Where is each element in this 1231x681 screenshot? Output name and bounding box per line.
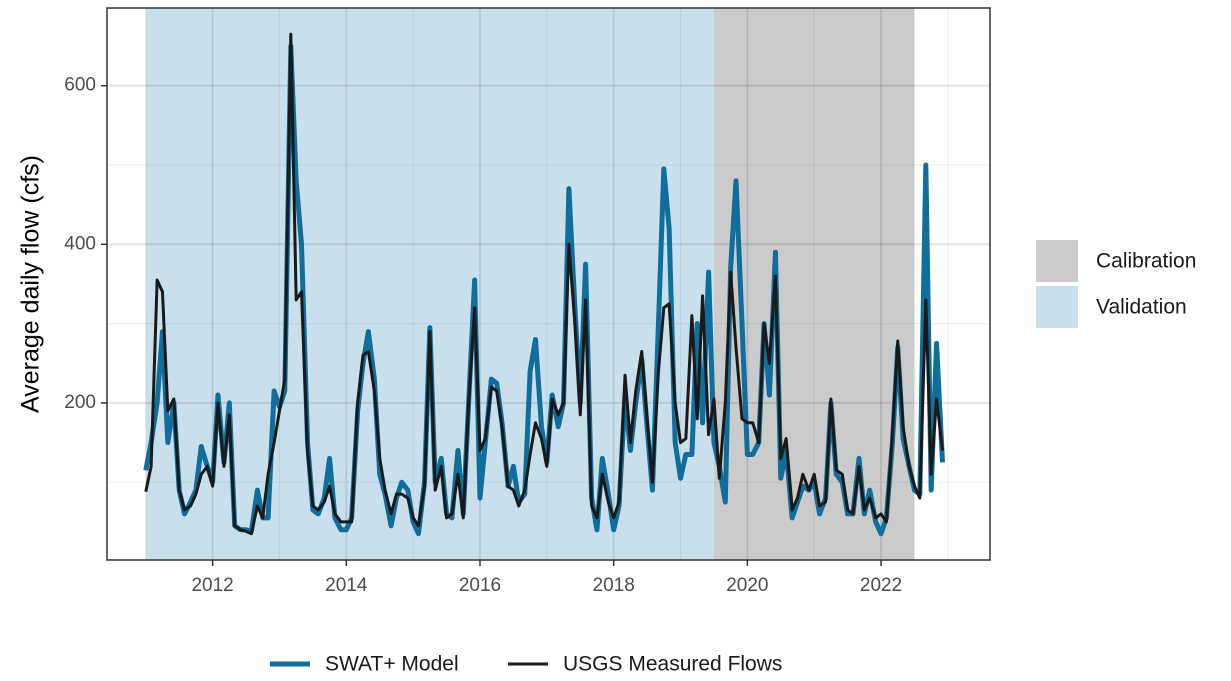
x-tick-label: 2012 [191,575,233,596]
series-line [144,32,945,536]
y-tick-label: 600 [64,75,96,96]
legend-label: Calibration [1096,250,1196,273]
x-tick-label: 2020 [726,575,768,596]
x-tick-label: 2018 [593,575,635,596]
x-tick-label: 2022 [860,575,902,596]
region [713,8,915,560]
y-axis-label: Average daily flow (cfs) [17,155,45,413]
legend-key [1036,286,1078,328]
legend-label: USGS Measured Flows [563,653,782,676]
plot-border [106,7,991,561]
legend-label: Validation [1096,296,1187,319]
legend-key [1036,240,1078,282]
y-tick-label: 200 [64,392,96,413]
legend-label: SWAT+ Model [325,653,459,676]
x-tick-label: 2014 [325,575,368,596]
x-tick-label: 2016 [459,575,501,596]
y-tick-label: 400 [64,233,96,254]
